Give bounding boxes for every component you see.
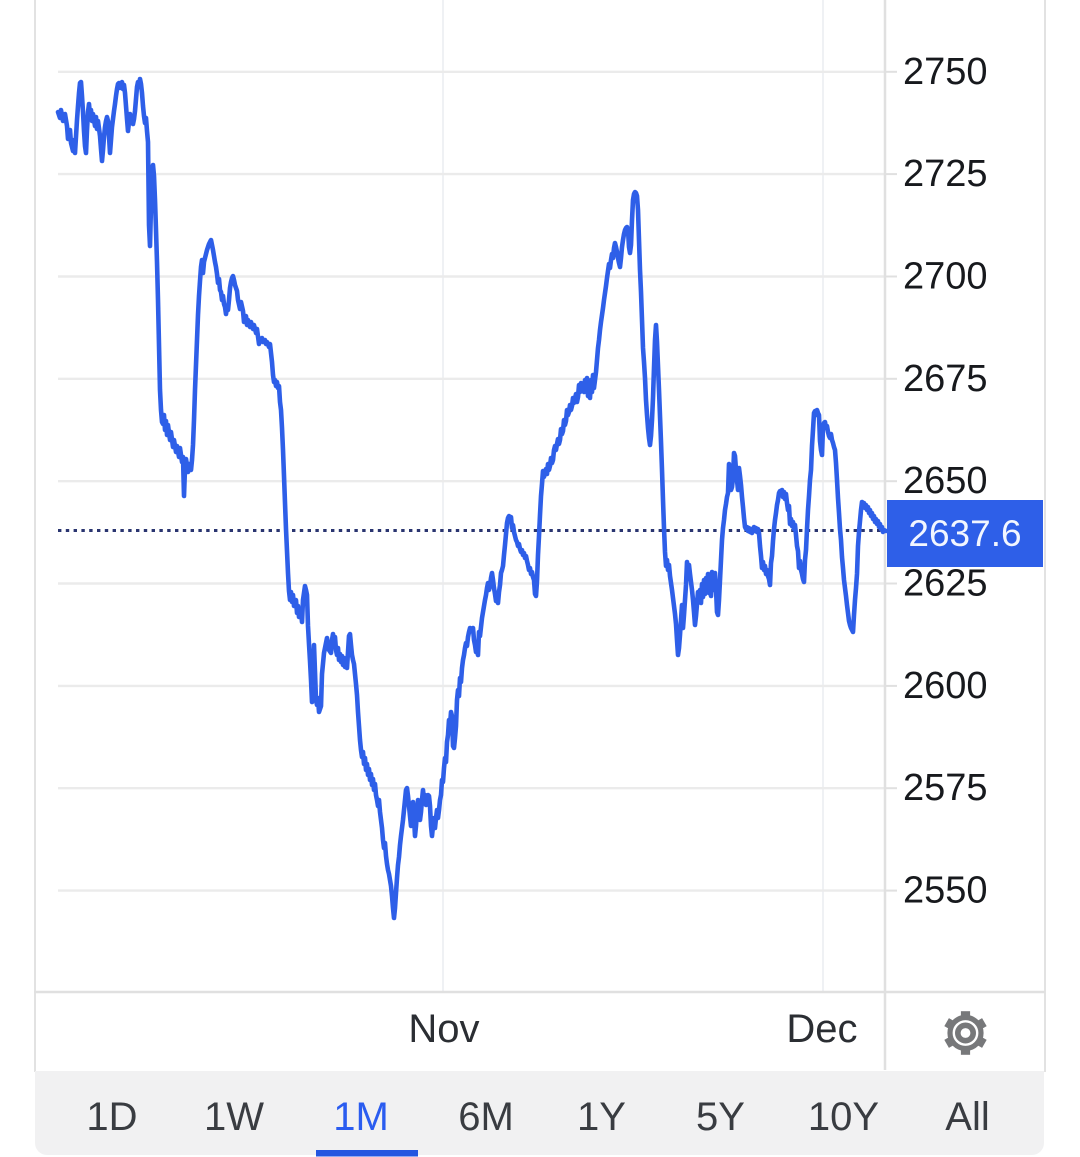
svg-text:2550: 2550 xyxy=(903,870,988,912)
svg-text:6M: 6M xyxy=(458,1095,514,1139)
svg-text:2750: 2750 xyxy=(903,51,988,93)
svg-text:1M: 1M xyxy=(333,1095,389,1139)
svg-text:2625: 2625 xyxy=(903,563,988,605)
svg-text:2675: 2675 xyxy=(903,358,988,400)
svg-text:2650: 2650 xyxy=(903,460,988,502)
svg-text:2700: 2700 xyxy=(903,256,988,298)
svg-text:All: All xyxy=(945,1095,989,1139)
svg-text:Nov: Nov xyxy=(408,1007,479,1051)
svg-text:2575: 2575 xyxy=(903,767,988,809)
svg-text:5Y: 5Y xyxy=(696,1095,745,1139)
svg-text:10Y: 10Y xyxy=(808,1095,879,1139)
svg-text:1D: 1D xyxy=(86,1095,137,1139)
svg-text:Dec: Dec xyxy=(786,1007,857,1051)
svg-text:1Y: 1Y xyxy=(577,1095,626,1139)
svg-text:2600: 2600 xyxy=(903,665,988,707)
svg-text:1W: 1W xyxy=(204,1095,264,1139)
svg-text:2725: 2725 xyxy=(903,153,988,195)
svg-text:2637.6: 2637.6 xyxy=(908,513,1021,554)
